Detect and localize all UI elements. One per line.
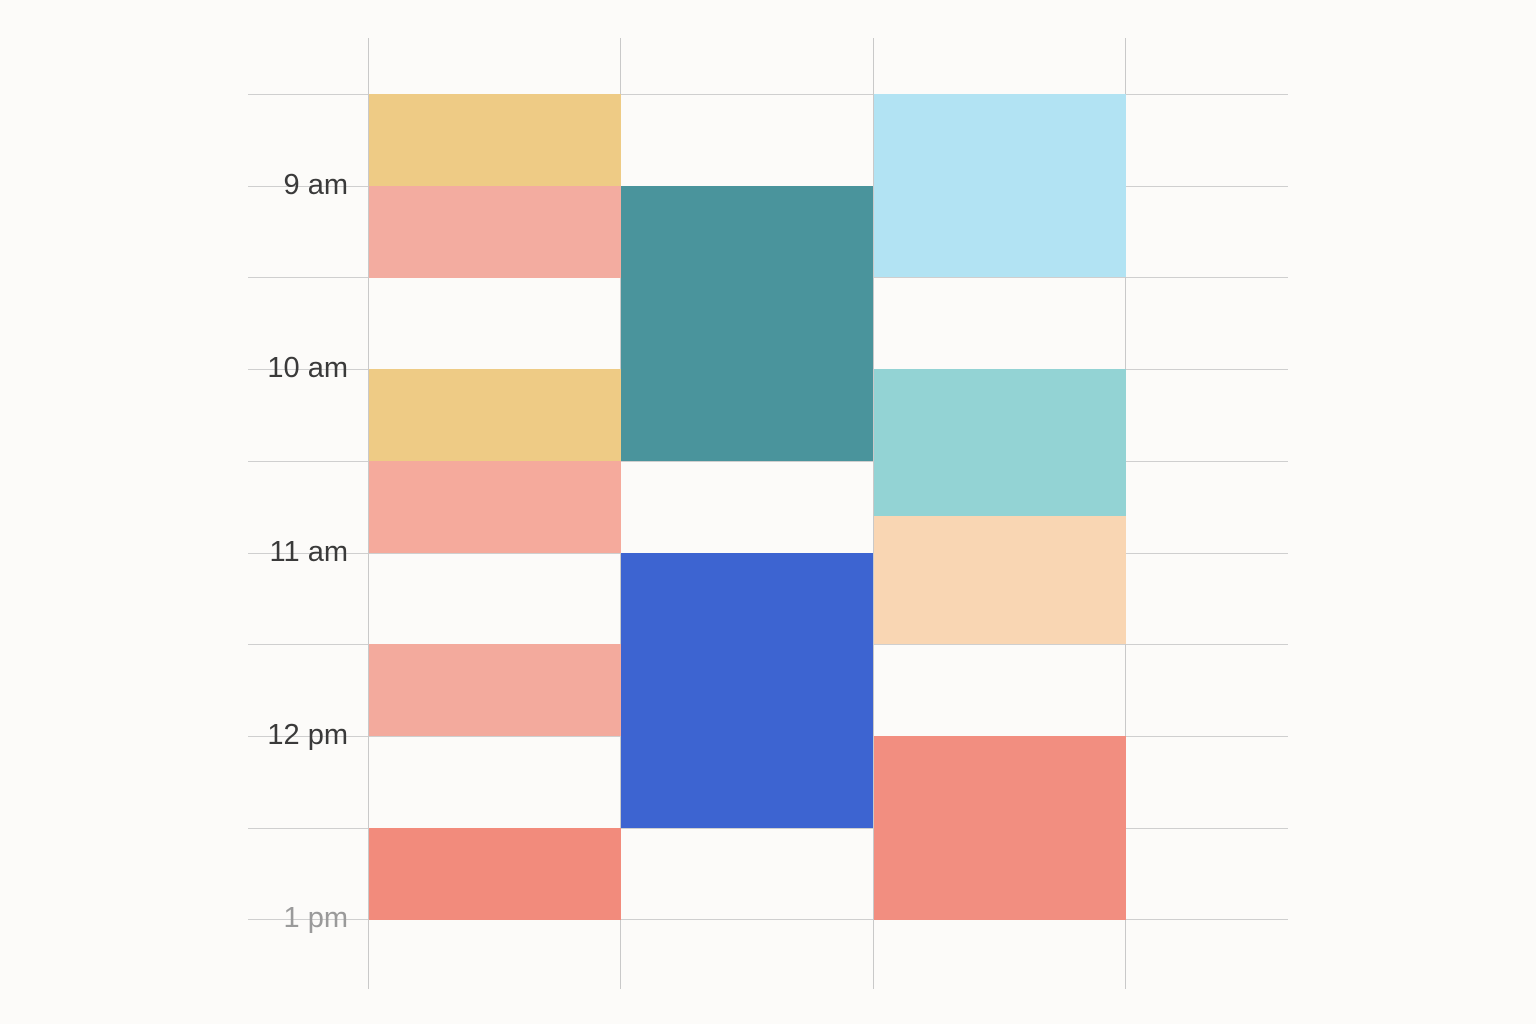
time-label: 11 am — [269, 536, 348, 568]
grid-vline — [873, 38, 874, 989]
calendar-event[interactable] — [369, 94, 621, 186]
grid-hline — [248, 94, 1288, 95]
calendar-event[interactable] — [369, 369, 621, 461]
calendar-event[interactable] — [874, 369, 1126, 516]
calendar-event[interactable] — [369, 186, 621, 278]
calendar-event[interactable] — [369, 828, 621, 920]
calendar-event[interactable] — [874, 736, 1126, 828]
time-label: 9 am — [283, 169, 348, 201]
calendar-event[interactable] — [874, 828, 1126, 920]
calendar-event[interactable] — [621, 553, 873, 828]
calendar-event[interactable] — [369, 644, 621, 736]
calendar-event[interactable] — [874, 516, 1126, 644]
grid-hline — [248, 828, 1288, 829]
calendar-event[interactable] — [369, 461, 621, 553]
time-label: 1 pm — [283, 902, 348, 934]
grid-hline — [248, 461, 1288, 462]
grid-vline — [368, 38, 369, 989]
calendar-event[interactable] — [874, 94, 1126, 277]
calendar-event[interactable] — [621, 186, 873, 461]
time-label: 12 pm — [267, 719, 348, 751]
grid-hline — [248, 919, 1288, 920]
time-label: 10 am — [267, 352, 348, 384]
